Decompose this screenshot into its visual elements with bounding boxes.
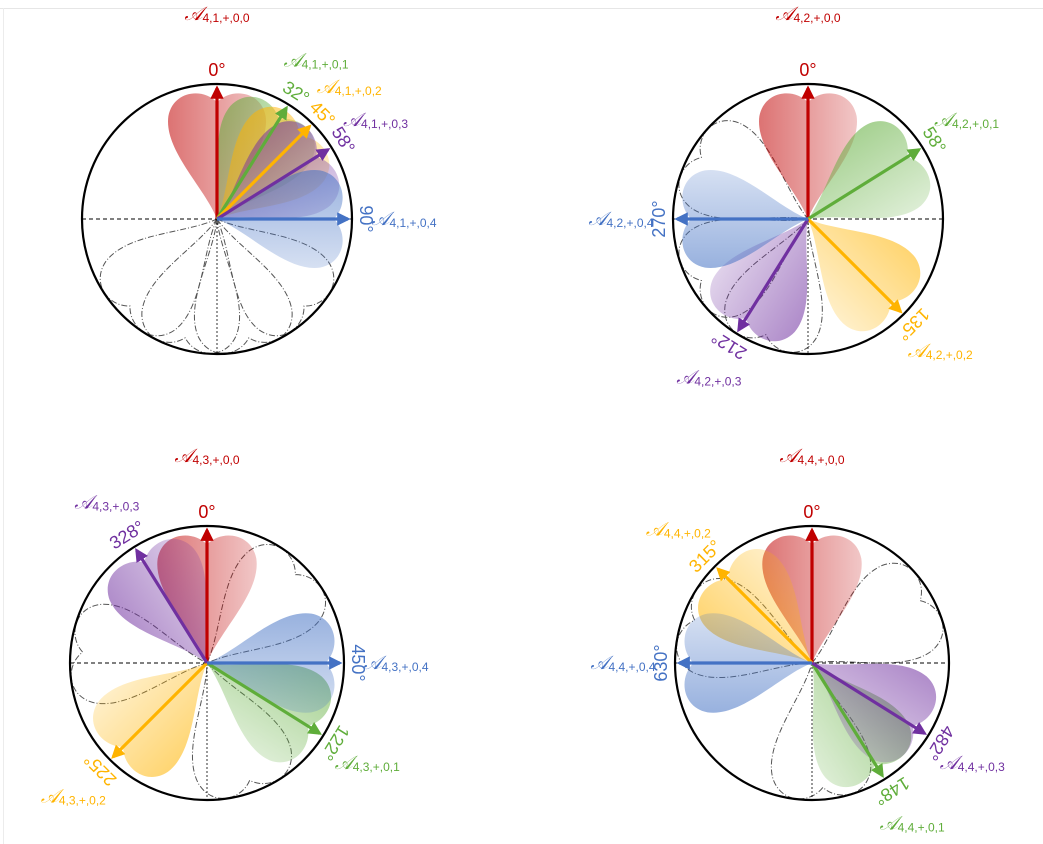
- ghost-lobe: [99, 217, 219, 337]
- ghost-lobe: [141, 217, 241, 354]
- mode-arrow-1: [810, 662, 884, 778]
- mode-name-label: 𝒜4,2,+,0,4: [588, 208, 653, 230]
- mode-lobe-3: [107, 538, 207, 663]
- ghost-lobe: [215, 217, 335, 337]
- unit-circle: [80, 82, 354, 356]
- degree-label: 212°: [708, 327, 750, 364]
- degree-label: 90°: [356, 205, 376, 232]
- mode-name-label: 𝒜4,2,+,0,3: [676, 367, 741, 389]
- unit-circle: [68, 524, 346, 802]
- ghost-lobe: [678, 120, 810, 220]
- mode-name-label: 𝒜4,1,+,0,3: [343, 109, 408, 131]
- mode-name-label: 𝒜4,4,+,0,4: [590, 652, 655, 674]
- degree-label: 32°: [279, 77, 313, 108]
- mode-name-label: 𝒜4,3,+,0,0: [174, 445, 239, 467]
- mode-arrow-3: [737, 218, 810, 333]
- ghost-lobe: [678, 218, 810, 318]
- mode-name-label: 𝒜4,1,+,0,0: [184, 3, 249, 25]
- top-frame-line: [0, 8, 1043, 9]
- degree-label: 148°: [871, 773, 913, 810]
- mode-lobe-1: [808, 121, 931, 219]
- mode-arrow-2: [806, 217, 903, 314]
- mode-name-label: 𝒜4,3,+,0,3: [74, 492, 139, 514]
- mode-name-label: 𝒜4,1,+,0,1: [284, 49, 349, 71]
- panel-3: 0°𝒜4,3,+,0,0122°𝒜4,3,+,0,1225°𝒜4,3,+,0,2…: [41, 445, 429, 808]
- mode-name-label: 𝒜4,3,+,0,1: [335, 752, 400, 774]
- panel-4: 0°𝒜4,4,+,0,0148°𝒜4,4,+,0,1315°𝒜4,4,+,0,2…: [590, 445, 1005, 834]
- mode-name-label: 𝒜4,3,+,0,2: [41, 786, 106, 808]
- degree-label: 45°: [306, 97, 339, 130]
- mode-lobe-3: [812, 663, 937, 763]
- ghost-lobe: [193, 217, 293, 354]
- mode-arrow-2: [111, 661, 209, 759]
- degree-label: 450°: [348, 644, 368, 681]
- degree-label: 0°: [208, 60, 225, 80]
- panel-2: 0°𝒜4,2,+,0,058°𝒜4,2,+,0,1135°𝒜4,2,+,0,22…: [588, 3, 999, 389]
- mode-arrow-2: [215, 124, 312, 221]
- mode-name-label: 𝒜4,3,+,0,4: [363, 652, 428, 674]
- unit-circle: [673, 524, 951, 802]
- mode-name-label: 𝒜4,4,+,0,2: [646, 518, 711, 540]
- mode-arrow-1: [206, 661, 322, 735]
- degree-label: 0°: [799, 60, 816, 80]
- mode-arrow-1: [215, 105, 288, 220]
- mode-name-label: 𝒜4,2,+,0,1: [934, 109, 999, 131]
- mode-lobe-3: [710, 219, 808, 342]
- mode-name-label: 𝒜4,4,+,0,1: [880, 812, 945, 834]
- mode-name-label: 𝒜4,2,+,0,0: [775, 3, 840, 25]
- degree-label: 0°: [198, 502, 215, 522]
- degree-label: 328°: [106, 517, 148, 554]
- mode-name-label: 𝒜4,1,+,0,2: [317, 76, 382, 98]
- mode-name-label: 𝒜4,2,+,0,2: [908, 340, 973, 362]
- mode-arrow-3: [135, 548, 209, 664]
- mode-name-label: 𝒜4,4,+,0,3: [940, 752, 1005, 774]
- mode-name-label: 𝒜4,4,+,0,0: [779, 445, 844, 467]
- mode-name-label: 𝒜4,1,+,0,4: [371, 208, 436, 230]
- panel-1: 0°𝒜4,1,+,0,032°𝒜4,1,+,0,145°𝒜4,1,+,0,258…: [80, 3, 437, 356]
- mode-arrow-3: [216, 148, 331, 221]
- unit-circle: [671, 82, 945, 356]
- degree-label: 0°: [803, 502, 820, 522]
- degree-label: 270°: [649, 200, 669, 237]
- mode-arrow-3: [811, 661, 927, 735]
- mode-arrow-1: [807, 148, 922, 221]
- mode-arrow-2: [716, 567, 814, 665]
- left-frame-line: [3, 8, 4, 844]
- degree-label: 630°: [651, 644, 671, 681]
